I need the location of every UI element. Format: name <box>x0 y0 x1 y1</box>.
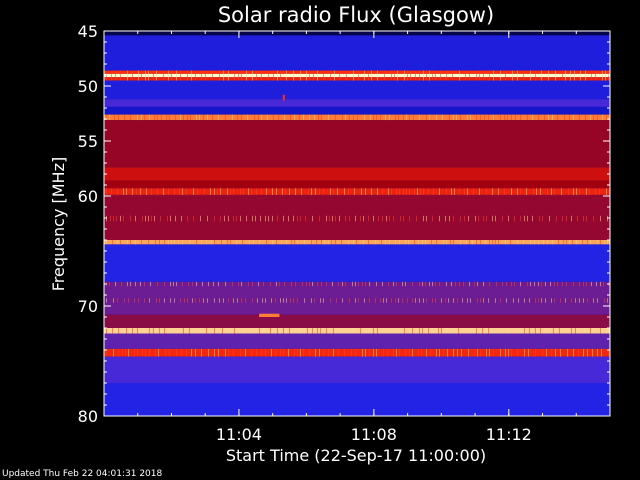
burst-marks <box>259 94 285 317</box>
updated-timestamp: Updated Thu Feb 22 04:01:31 2018 <box>2 469 163 479</box>
frequency-band-15 <box>104 244 610 282</box>
y-tick-label-0: 45 <box>78 22 98 41</box>
y-axis: 45 50 55 60 70 80 <box>78 22 610 426</box>
frequency-band-6 <box>104 99 610 107</box>
frequency-band-17 <box>104 314 610 328</box>
x-tick-label-1: 11:08 <box>351 425 397 444</box>
frequency-band-21 <box>104 356 610 383</box>
frequency-band-9 <box>104 120 610 168</box>
frequency-band-22 <box>104 383 610 416</box>
frequency-band-19 <box>104 333 610 349</box>
frequency-band-3 <box>104 73 610 78</box>
frequency-band-4 <box>104 77 610 81</box>
x-axis: 11:04 11:08 11:12 <box>103 31 611 444</box>
y-tick-label-5: 80 <box>78 407 98 426</box>
burst-1 <box>259 313 280 317</box>
frequency-band-5 <box>104 80 610 100</box>
y-tick-label-4: 70 <box>78 297 98 316</box>
frequency-band-2 <box>104 70 610 74</box>
y-tick-label-1: 50 <box>78 77 98 96</box>
frequency-band-16 <box>104 281 610 315</box>
y-tick-label-3: 60 <box>78 187 98 206</box>
frequency-band-11 <box>104 180 610 189</box>
frequency-band-13 <box>104 194 610 240</box>
frequency-band-10 <box>104 167 610 181</box>
x-axis-label: Start Time (22-Sep-17 11:00:00) <box>226 446 486 465</box>
x-tick-label-2: 11:12 <box>486 425 532 444</box>
x-tick-label-0: 11:04 <box>216 425 262 444</box>
frequency-band-0 <box>104 31 610 36</box>
frequency-band-12 <box>104 188 610 195</box>
y-axis-label: Frequency [MHz] <box>49 157 68 291</box>
y-tick-label-2: 55 <box>78 132 98 151</box>
burst-0 <box>282 94 285 101</box>
chart-title: Solar radio Flux (Glasgow) <box>218 3 494 27</box>
frequency-band-7 <box>104 106 610 115</box>
plot-area <box>103 30 611 417</box>
interference-streaks <box>106 70 609 357</box>
frequency-band-18 <box>104 328 610 334</box>
frequency-bands <box>104 31 610 416</box>
frequency-band-20 <box>104 348 610 357</box>
frequency-band-1 <box>104 35 610 71</box>
